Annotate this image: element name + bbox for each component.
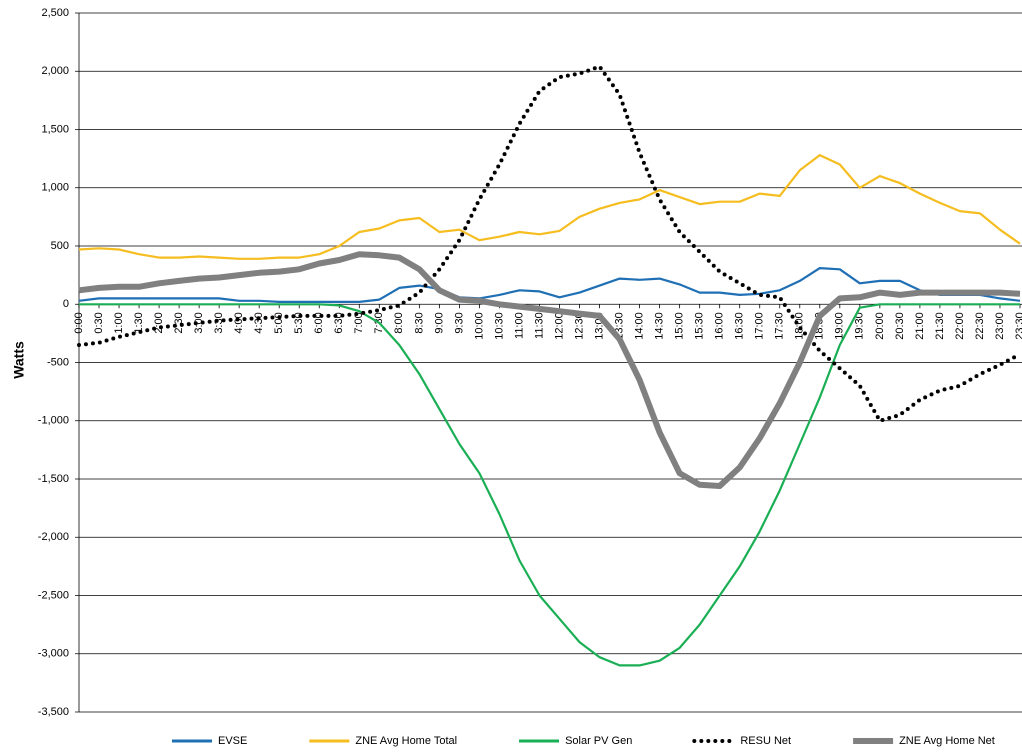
x-tick-label: 11:00: [513, 312, 525, 339]
x-tick-label: 15:00: [674, 312, 686, 340]
y-tick-label: -1,500: [38, 473, 69, 485]
x-tick-label: 20:30: [894, 312, 906, 340]
y-tick-label: -1,000: [38, 415, 69, 427]
x-tick-label: 9:00: [433, 312, 445, 333]
series-line: [78, 154, 1021, 260]
x-tick-label: 8:30: [413, 312, 425, 333]
x-tick-label: 4:30: [253, 312, 265, 333]
x-tick-label: 15:30: [694, 312, 706, 340]
y-tick-label: -3,000: [38, 648, 69, 660]
series-line: [78, 267, 1021, 303]
x-tick-label: 8:00: [393, 312, 405, 333]
x-tick-label: 11:30: [533, 312, 545, 339]
x-tick-label: 10:00: [473, 312, 485, 340]
x-tick-label: 21:30: [934, 312, 946, 340]
x-tick-label: 18:00: [794, 312, 806, 340]
x-tick-label: 14:30: [654, 312, 666, 340]
x-tick-label: 3:00: [193, 312, 205, 333]
series-line: [78, 251, 1021, 489]
x-tick-label: 20:00: [874, 312, 886, 340]
series-line: [77, 64, 1022, 424]
x-tick-label: 22:00: [954, 312, 966, 340]
series-line: [79, 303, 1020, 667]
y-tick-label: -500: [47, 356, 69, 368]
x-tick-label: 7:00: [353, 312, 365, 333]
x-tick-label: 19:00: [834, 312, 846, 340]
x-tick-label: 16:00: [714, 312, 726, 340]
x-tick-label: 3:30: [213, 312, 225, 333]
x-tick-label: 17:00: [754, 312, 766, 340]
x-tick-label: 9:30: [453, 312, 465, 333]
legend-label: EVSE: [218, 735, 247, 747]
x-tick-label: 21:00: [914, 312, 926, 340]
x-tick-label: 5:00: [273, 312, 285, 333]
y-tick-label: 2,000: [41, 65, 69, 77]
y-tick-label: -3,500: [38, 706, 69, 718]
legend-label: ZNE Avg Home Net: [899, 735, 995, 747]
x-tick-label: 10:30: [493, 312, 505, 340]
x-tick-label: 12:30: [573, 312, 585, 340]
x-tick-label: 12:00: [553, 312, 565, 340]
x-tick-label: 4:00: [233, 312, 245, 333]
x-tick-label: 23:30: [1014, 312, 1022, 340]
y-tick-label: -2,500: [38, 589, 69, 601]
legend-label: RESU Net: [740, 735, 791, 747]
x-tick-label: 14:00: [634, 312, 646, 340]
y-tick-label: 2,500: [41, 7, 69, 19]
y-tick-label: 1,000: [41, 182, 69, 194]
x-tick-label: 0:30: [93, 312, 105, 333]
legend-label: ZNE Avg Home Total: [355, 735, 457, 747]
legend-label: Solar PV Gen: [565, 735, 632, 747]
y-tick-label: 1,500: [41, 123, 69, 135]
x-tick-label: 17:30: [774, 312, 786, 340]
y-tick-label: 0: [63, 298, 69, 310]
x-tick-label: 0:00: [73, 312, 85, 333]
x-tick-label: 1:30: [133, 312, 145, 333]
x-tick-label: 19:30: [854, 312, 866, 340]
x-tick-label: 2:30: [173, 312, 185, 333]
x-tick-label: 1:00: [113, 312, 125, 333]
x-tick-label: 23:00: [994, 312, 1006, 340]
x-tick-label: 16:30: [734, 312, 746, 340]
y-tick-label: -2,000: [38, 531, 69, 543]
x-tick-label: 5:30: [293, 312, 305, 333]
y-tick-label: 500: [51, 240, 69, 252]
y-axis-label: Watts: [11, 341, 27, 379]
x-tick-label: 22:30: [974, 312, 986, 340]
